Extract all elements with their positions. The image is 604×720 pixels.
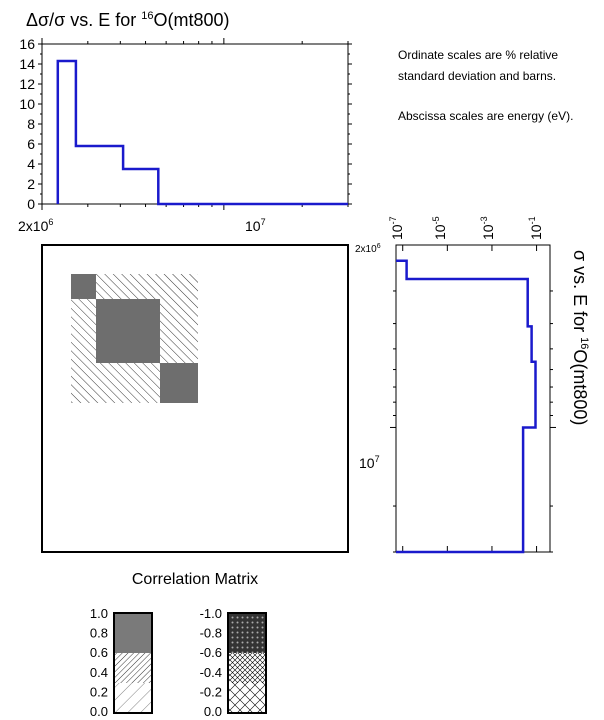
legend-negative: [227, 612, 267, 714]
legend-positive-top: [114, 613, 152, 653]
legend-positive-frame: [113, 612, 153, 714]
top-ytick-label-1: 2: [27, 176, 35, 192]
legend-negative-low: [228, 683, 266, 713]
matrix-cells: [71, 274, 198, 403]
legend-negative-label-4: -0.2: [200, 684, 222, 699]
legend-positive: [113, 612, 153, 714]
top-ytick-label-8: 16: [19, 36, 35, 52]
right-xtick-label-3: 10-1: [527, 216, 544, 240]
note-line-1: Ordinate scales are % relative: [398, 48, 558, 62]
legend-positive-label-5: 0.0: [90, 704, 108, 719]
legend-positive-label-1: 0.8: [90, 626, 108, 641]
top-ytick-label-3: 6: [27, 136, 35, 152]
legend-positive-label-0: 1.0: [90, 606, 108, 621]
right-xtick-label-1: 10-5: [431, 216, 448, 240]
legend-negative-label-5: 0.0: [204, 704, 222, 719]
matrix-title: Correlation Matrix: [132, 571, 258, 588]
legend-negative-top: [228, 613, 266, 653]
note-line-3: Abscissa scales are energy (eV).: [398, 109, 573, 123]
matrix-cell-1-1: [96, 299, 160, 363]
top-xtick-label-1: 107: [245, 217, 266, 234]
top-chart-axes: 0 2 4 6 8 10 12 14 16: [19, 36, 352, 212]
legend-negative-label-2: -0.6: [200, 645, 222, 660]
right-xtick-label-0: 10-7: [388, 216, 405, 240]
top-ytick-label-6: 12: [19, 76, 35, 92]
legend-positive-low: [114, 683, 152, 713]
top-ytick-label-7: 14: [19, 56, 35, 72]
right-ytick-label-0: 2x106: [355, 243, 381, 255]
legend-positive-label-3: 0.4: [90, 665, 108, 680]
matrix-cell-0-0: [71, 274, 96, 299]
legend-positive-label-2: 0.6: [90, 645, 108, 660]
note-line-2: standard deviation and barns.: [398, 69, 556, 83]
legend-negative-frame: [227, 612, 267, 714]
right-ytick-label-1: 107: [359, 454, 380, 471]
right-chart-step-line: [396, 259, 537, 554]
top-chart-frame: [41, 43, 349, 205]
top-ytick-label-4: 8: [27, 116, 35, 132]
right-xtick-labels: 10-7 10-5 10-3 10-1: [388, 216, 544, 240]
top-chart-title: Δσ/σ vs. E for 16O(mt800): [26, 10, 230, 30]
legend-positive-mid: [114, 653, 152, 683]
legend-negative-label-3: -0.4: [200, 665, 222, 680]
legend-negative-labels: -1.0 -0.8 -0.6 -0.4 -0.2 0.0: [200, 606, 222, 719]
legend-negative-label-1: -0.8: [200, 626, 222, 641]
matrix-cell-2-2: [160, 363, 198, 403]
legend-negative-mid: [228, 653, 266, 683]
top-ytick-label-5: 10: [19, 96, 35, 112]
top-ytick-label-2: 4: [27, 156, 35, 172]
legend-positive-labels: 1.0 0.8 0.6 0.4 0.2 0.0: [90, 606, 108, 719]
top-chart-step-line: [56, 59, 348, 206]
right-chart-title: σ vs. E for 16O(mt800): [570, 250, 590, 425]
right-chart-axes: [390, 245, 556, 553]
legend-positive-label-4: 0.2: [90, 684, 108, 699]
legend-negative-label-0: -1.0: [200, 606, 222, 621]
top-xtick-label-0: 2x106: [18, 217, 53, 234]
top-ytick-label-0: 0: [27, 196, 35, 212]
right-xtick-label-2: 10-3: [479, 216, 496, 240]
